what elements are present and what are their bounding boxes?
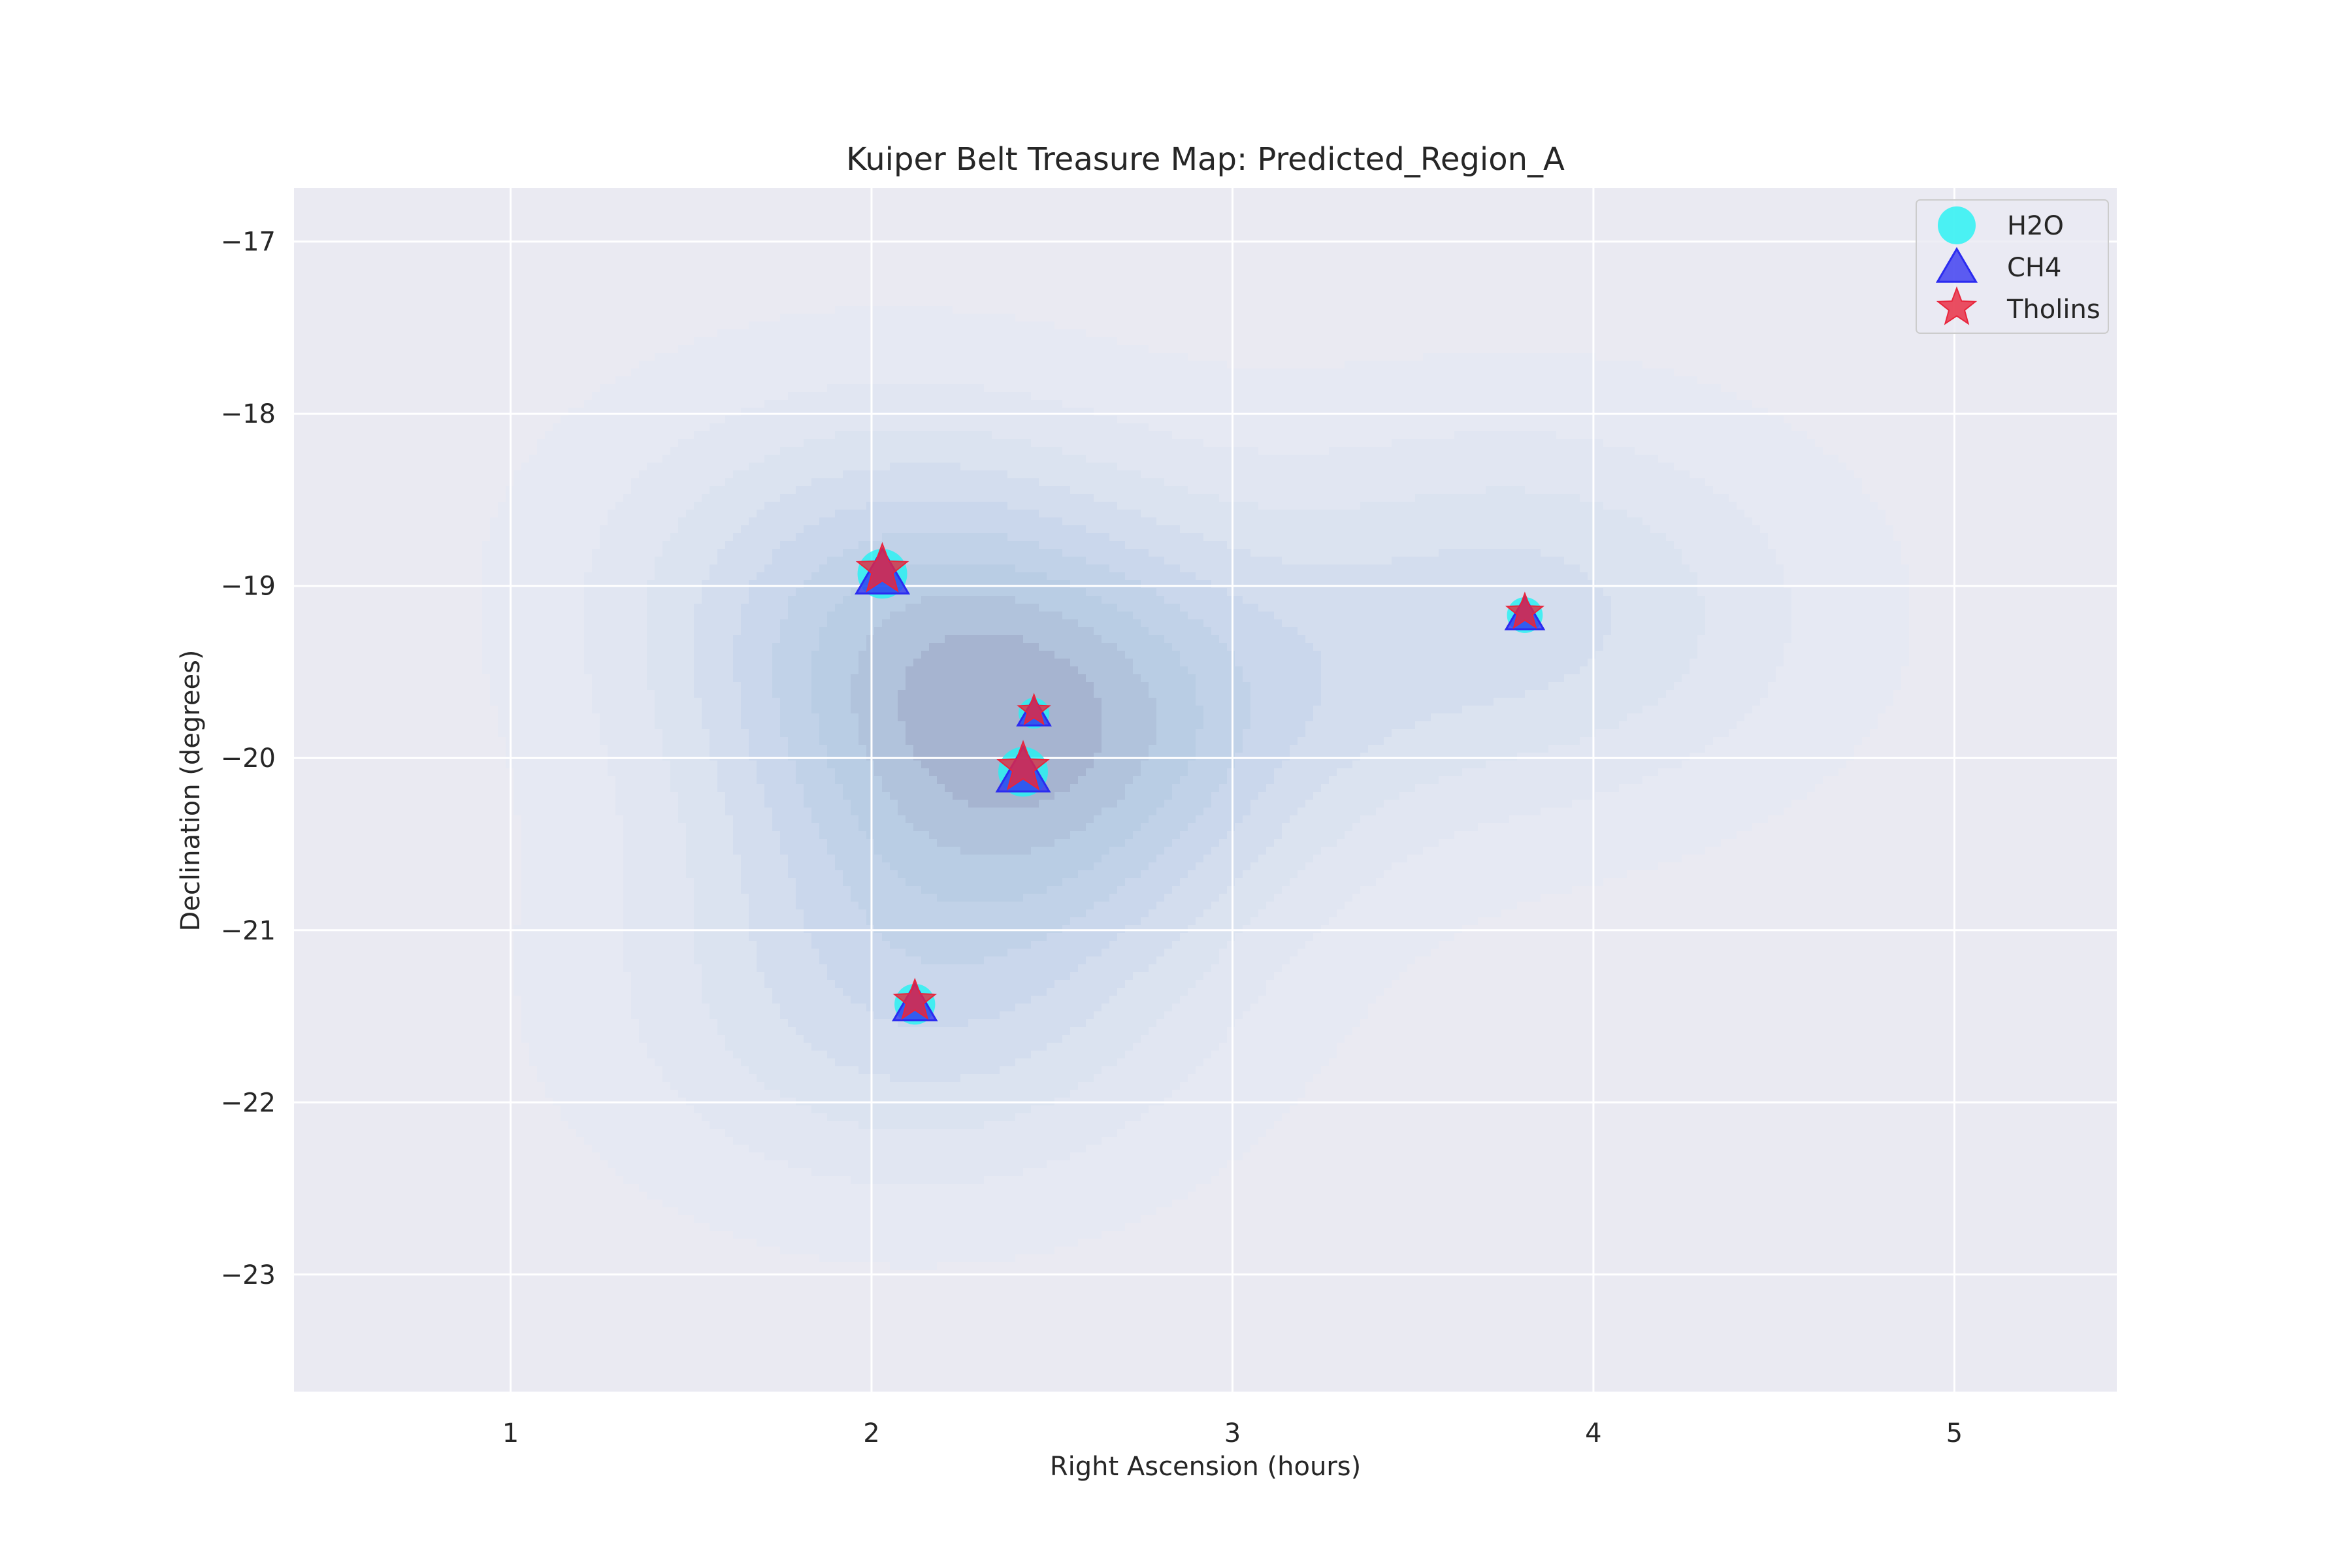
- tholins-point: [996, 740, 1050, 791]
- x-axis-label: Right Ascension (hours): [1050, 1452, 1361, 1482]
- density-contour-level: [898, 635, 1102, 808]
- x-tick-label: 2: [863, 1418, 879, 1448]
- y-tick-label: −21: [221, 916, 276, 946]
- legend-tholins-marker: [1936, 286, 1978, 325]
- x-tick-labels: 1 2 3 4 5: [502, 1418, 1963, 1448]
- legend: H2O CH4 Tholins: [1916, 199, 2109, 334]
- legend-label: Tholins: [2006, 295, 2100, 325]
- grid-lines: [294, 188, 2117, 1392]
- data-points: [855, 542, 1546, 1025]
- y-tick-label: −22: [221, 1088, 276, 1118]
- tholins-point: [1017, 693, 1051, 726]
- y-tick-label: −23: [221, 1260, 276, 1290]
- y-tick-label: −18: [221, 399, 276, 429]
- y-tick-label: −17: [221, 227, 276, 257]
- y-tick-labels: −17 −18 −19 −20 −21 −22 −23: [221, 227, 276, 1290]
- density-contour-level: [811, 564, 1203, 902]
- x-tick-label: 5: [1946, 1418, 1963, 1448]
- legend-label: H2O: [2007, 211, 2064, 241]
- density-contours: [482, 306, 1909, 1270]
- y-tick-label: −20: [221, 743, 276, 774]
- y-axis-label: Declination (degrees): [176, 649, 206, 931]
- legend-label: CH4: [2007, 253, 2061, 283]
- tholins-point: [855, 542, 909, 593]
- x-tick-label: 4: [1585, 1418, 1601, 1448]
- density-contour-level: [772, 533, 1250, 964]
- tholins-point: [1505, 591, 1545, 629]
- density-contour-level: [584, 384, 1791, 1184]
- legend-h2o-marker: [1938, 206, 1976, 244]
- x-tick-label: 1: [502, 1418, 519, 1448]
- density-contour-level: [482, 306, 1909, 1270]
- density-contour-level: [851, 596, 1156, 855]
- tholins-point: [892, 977, 938, 1021]
- density-contour-level: [647, 431, 1705, 1129]
- chart-title: Kuiper Belt Treasure Map: Predicted_Regi…: [846, 141, 1565, 178]
- density-contour-level: [694, 463, 1611, 1082]
- y-tick-label: −19: [221, 572, 276, 602]
- legend-ch4-marker: [1935, 247, 1978, 283]
- x-tick-label: 3: [1224, 1418, 1241, 1448]
- density-contour-level: [733, 502, 1321, 1027]
